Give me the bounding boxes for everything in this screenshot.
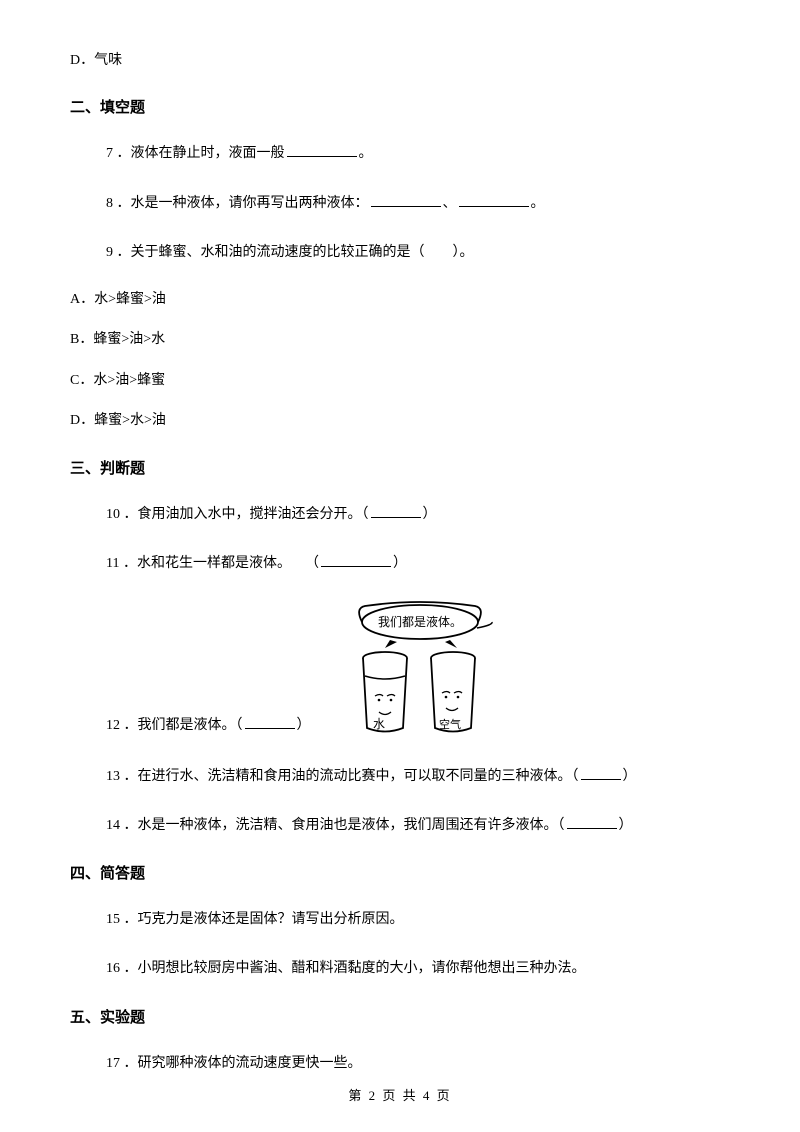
q8-text-a: 8 ．水是一种液体，请你再写出两种液体： [106,196,369,211]
q13-text-a: 13 ．在进行水、洗洁精和食用油的流动比赛中，可以取不同量的三种液体。（ [106,769,579,784]
cup-left-label: 水 [373,717,385,731]
q11-text-a: 11 ．水和花生一样都是液体。 （ [106,556,319,571]
question-10: 10 ．食用油加入水中，搅拌油还会分开。（ ） [106,502,730,527]
section-3-heading: 三、判断题 [70,457,730,478]
q9-option-b: B．蜂蜜>油>水 [70,329,730,351]
q8-blank-1[interactable] [371,193,441,207]
question-13: 13 ．在进行水、洗洁精和食用油的流动比赛中，可以取不同量的三种液体。（ ） [106,764,730,789]
q12-text-b: ） [297,718,311,733]
q7-blank[interactable] [287,143,357,157]
question-7: 7 ．液体在静止时，液面一般 。 [106,141,730,166]
section-4-heading: 四、简答题 [70,862,730,883]
q13-text-b: ） [623,769,637,784]
question-17: 17 ．研究哪种液体的流动速度更快一些。 [106,1051,730,1076]
section-2-heading: 二、填空题 [70,96,730,117]
q12-blank[interactable] [245,715,295,729]
option-d-qiwei: D．气味 [70,50,730,72]
q11-blank[interactable] [321,553,391,567]
q7-text-b: 。 [359,146,373,161]
q14-text-b: ） [619,818,633,833]
q9-option-c: C．水>油>蜂蜜 [70,370,730,392]
cup-right-label: 空气 [439,717,461,731]
q8-text-b: 。 [531,196,545,211]
q7-text-a: 7 ．液体在静止时，液面一般 [106,146,285,161]
question-14: 14 ．水是一种液体，洗洁精、食用油也是液体，我们周围还有许多液体。（ ） [106,813,730,838]
question-16: 16 ．小明想比较厨房中酱油、醋和料酒黏度的大小，请你帮他想出三种办法。 [106,956,730,981]
question-11: 11 ．水和花生一样都是液体。 （ ） [106,551,730,576]
question-12-row: 12 ．我们都是液体。（ ） 我们都是液体。 水 空气 [106,600,730,740]
q10-text-b: ） [423,507,437,522]
q9-option-d: D．蜂蜜>水>油 [70,410,730,432]
question-12: 12 ．我们都是液体。（ ） [106,714,311,740]
q8-blank-2[interactable] [459,193,529,207]
q14-text-a: 14 ．水是一种液体，洗洁精、食用油也是液体，我们周围还有许多液体。（ [106,818,565,833]
q14-blank[interactable] [567,815,617,829]
q9-option-a: A．水>蜂蜜>油 [70,289,730,311]
page-footer: 第 2 页 共 4 页 [0,1085,800,1104]
cups-figure: 我们都是液体。 水 空气 [335,600,505,740]
q10-text-a: 10 ．食用油加入水中，搅拌油还会分开。（ [106,507,369,522]
q12-text-a: 12 ．我们都是液体。（ [106,718,243,733]
bubble-text: 我们都是液体。 [377,614,461,629]
section-5-heading: 五、实验题 [70,1006,730,1027]
question-9: 9 ．关于蜂蜜、水和油的流动速度的比较正确的是（ ）。 [106,240,730,265]
question-15: 15 ．巧克力是液体还是固体？请写出分析原因。 [106,907,730,932]
q11-text-b: ） [393,556,407,571]
q8-sep: 、 [443,196,457,211]
question-8: 8 ．水是一种液体，请你再写出两种液体： 、 。 [106,191,730,216]
q13-blank[interactable] [581,766,621,780]
q10-blank[interactable] [371,504,421,518]
